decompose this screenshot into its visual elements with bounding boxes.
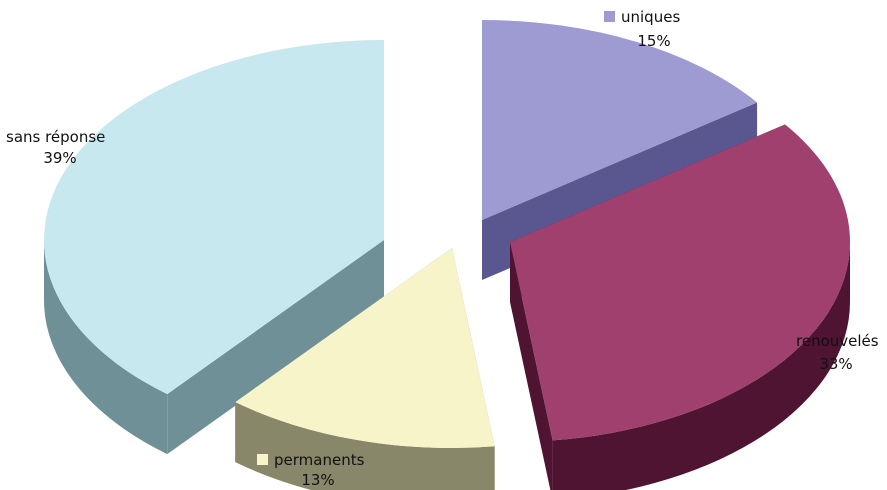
slice-label-renouveles: renouvelés	[796, 332, 879, 350]
slice-pct-uniques: 15%	[637, 32, 670, 50]
slice-rim-sans-reponse	[44, 240, 168, 455]
pie-slices	[44, 20, 850, 490]
slice-label-permanents: permanents	[274, 451, 365, 469]
slice-rim-permanents	[235, 402, 495, 490]
slice-label-sans-reponse: sans réponse	[6, 128, 105, 146]
slice-top-permanents	[235, 248, 495, 448]
slice-rim-renouveles	[552, 242, 850, 490]
slice-pct-renouveles: 33%	[819, 355, 852, 373]
slice-wall-renouveles	[510, 242, 553, 490]
slice-top-sans-reponse	[44, 40, 384, 395]
slice-top-uniques	[482, 20, 758, 220]
slice-wall-sans-reponse	[167, 240, 384, 455]
slice-pct-permanents: 13%	[301, 471, 334, 489]
pie-labels: uniques 15% renouvelés 33% permanents 13…	[6, 8, 879, 489]
slice-label-uniques: uniques	[621, 8, 680, 26]
slice-top-renouveles	[510, 124, 850, 441]
slice-renouveles	[510, 124, 850, 490]
legend-marker-permanents	[257, 454, 268, 465]
slice-permanents	[235, 248, 495, 490]
legend-marker-renouveles	[780, 335, 791, 346]
legend-marker-uniques	[604, 11, 615, 22]
slice-sans-reponse	[44, 40, 384, 455]
slice-pct-sans-reponse: 39%	[43, 149, 76, 167]
